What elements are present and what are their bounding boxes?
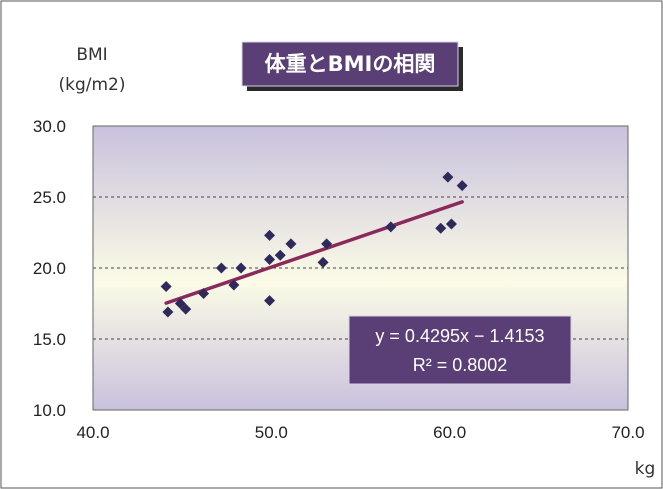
data-point-19 — [456, 180, 468, 192]
equation-box — [348, 315, 572, 385]
data-point-16 — [435, 222, 447, 234]
data-point-14 — [321, 238, 333, 250]
data-points — [160, 171, 468, 318]
data-point-9 — [264, 253, 276, 265]
data-point-11 — [274, 249, 286, 261]
y-tick-label: 20.0 — [33, 259, 66, 278]
chart-title: 体重とBMIの相関 — [265, 52, 436, 76]
data-point-5 — [215, 262, 227, 274]
y-tick-label: 30.0 — [33, 117, 66, 136]
y-axis-label: BMI — [76, 45, 107, 65]
data-point-15 — [385, 221, 397, 233]
data-point-12 — [285, 238, 297, 250]
data-point-18 — [445, 218, 457, 230]
y-tick-label: 15.0 — [33, 330, 66, 349]
data-point-1 — [162, 306, 174, 318]
x-tick-label: 50.0 — [255, 423, 288, 442]
title-box — [241, 41, 459, 87]
tick-labels: 10.0 15.0 20.0 25.0 30.0 40.0 50.0 60.0 70.0 — [33, 117, 645, 442]
data-point-4 — [198, 288, 210, 300]
y-tick-label: 10.0 — [33, 401, 66, 420]
x-tick-label: 70.0 — [611, 423, 644, 442]
data-point-13 — [317, 256, 329, 268]
trendline-equation: y = 0.4295x − 1.4153 — [375, 326, 544, 346]
data-point-0 — [160, 280, 172, 292]
x-axis-label: kg — [635, 459, 656, 479]
data-point-10 — [264, 295, 276, 307]
data-point-6 — [228, 279, 240, 291]
data-point-17 — [442, 171, 454, 183]
y-tick-label: 25.0 — [33, 188, 66, 207]
trendline-group — [164, 200, 464, 305]
x-tick-label: 60.0 — [433, 423, 466, 442]
trendline — [164, 200, 464, 305]
data-point-2 — [174, 298, 186, 309]
x-tick-label: 40.0 — [76, 423, 109, 442]
data-point-8 — [264, 229, 276, 241]
data-point-3 — [180, 303, 192, 315]
r-squared: R² = 0.8002 — [413, 355, 508, 375]
plot-frame — [92, 125, 629, 411]
y-axis-unit: (kg/m2) — [58, 75, 125, 95]
data-point-7 — [235, 262, 247, 274]
